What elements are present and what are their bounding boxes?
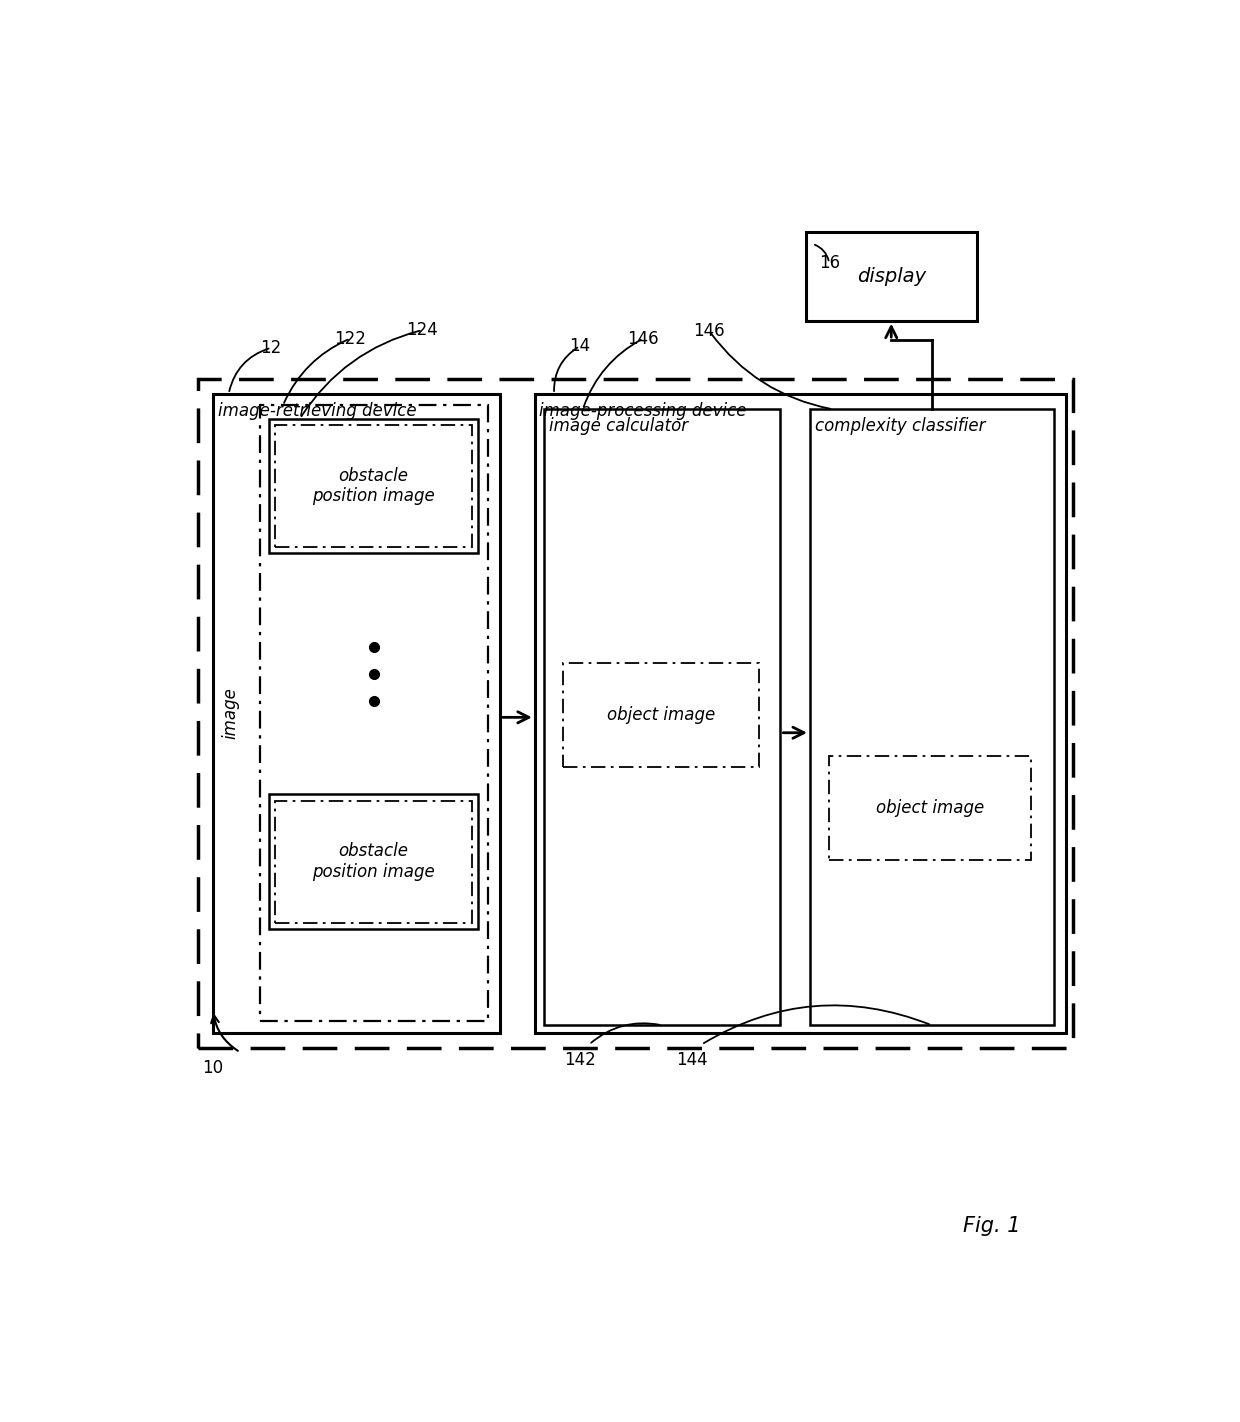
Bar bbox=[259, 405, 489, 1021]
Bar bbox=[830, 757, 1030, 860]
Text: 144: 144 bbox=[676, 1051, 708, 1069]
Text: image calculator: image calculator bbox=[549, 417, 688, 435]
Text: display: display bbox=[857, 267, 926, 286]
Bar bbox=[810, 410, 1054, 1025]
Text: object image: object image bbox=[875, 799, 985, 816]
Bar bbox=[213, 394, 500, 1032]
Text: 16: 16 bbox=[818, 255, 839, 272]
Text: 122: 122 bbox=[335, 330, 366, 347]
Text: 14: 14 bbox=[569, 337, 590, 356]
Text: 146: 146 bbox=[627, 330, 660, 347]
Bar bbox=[275, 425, 472, 547]
Text: 146: 146 bbox=[693, 321, 725, 340]
Text: 124: 124 bbox=[407, 321, 438, 338]
Bar bbox=[269, 418, 479, 553]
Bar bbox=[275, 801, 472, 923]
Text: 12: 12 bbox=[260, 338, 281, 357]
Text: image: image bbox=[221, 688, 239, 739]
Bar bbox=[544, 410, 780, 1025]
Text: complexity classifier: complexity classifier bbox=[815, 417, 985, 435]
Text: 10: 10 bbox=[202, 1059, 223, 1076]
Text: image-retrieving device: image-retrieving device bbox=[218, 402, 417, 419]
Bar bbox=[197, 378, 1074, 1048]
Bar bbox=[534, 394, 1065, 1032]
Text: object image: object image bbox=[606, 707, 715, 724]
Text: obstacle
position image: obstacle position image bbox=[312, 466, 435, 505]
Bar bbox=[806, 232, 977, 321]
Text: 142: 142 bbox=[564, 1051, 595, 1069]
Text: image-processing device: image-processing device bbox=[539, 402, 746, 419]
Bar bbox=[563, 664, 759, 768]
Text: Fig. 1: Fig. 1 bbox=[963, 1216, 1021, 1236]
Bar bbox=[269, 795, 479, 929]
Text: obstacle
position image: obstacle position image bbox=[312, 842, 435, 882]
